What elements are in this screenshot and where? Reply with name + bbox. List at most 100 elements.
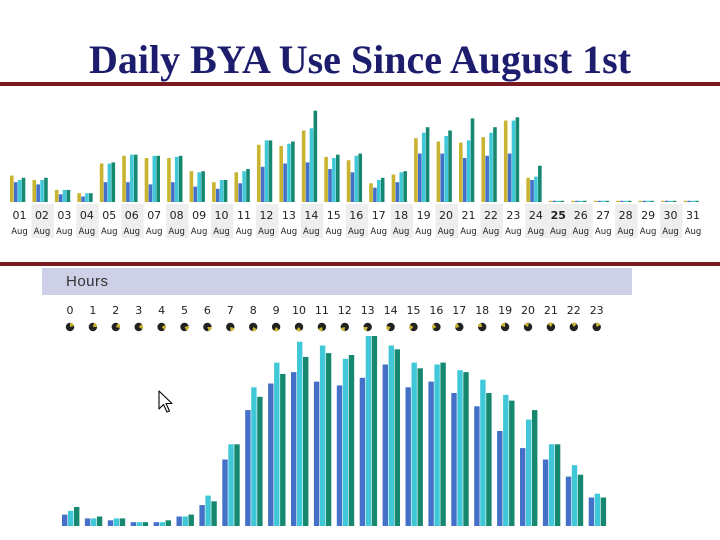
month-tick-label: Aug [213, 227, 230, 237]
clock-icon [432, 322, 441, 332]
daily-bar [32, 180, 37, 202]
clock-icon [523, 322, 533, 332]
daily-bar [642, 200, 647, 202]
daily-bar [579, 200, 583, 202]
daily-bar [605, 200, 609, 202]
hourly-bar [451, 393, 457, 526]
daily-bar [54, 189, 59, 202]
daily-bar [436, 141, 441, 202]
daily-bar [174, 156, 179, 202]
daily-bar [291, 141, 295, 202]
hourly-bar [474, 406, 480, 526]
hourly-bar [348, 355, 355, 526]
hourly-bar [274, 362, 280, 526]
daily-bar [530, 180, 534, 202]
daily-bar [661, 200, 665, 202]
clock-icon [546, 322, 556, 332]
clock-icon [294, 322, 304, 332]
day-tick-label: 18 [394, 209, 408, 222]
month-tick-label: Aug [370, 227, 387, 237]
hourly-bar [165, 520, 171, 526]
hourly-bar [68, 510, 74, 526]
month-tick-label: Aug [415, 227, 432, 237]
hourly-bar [520, 448, 526, 526]
hourly-bar [382, 364, 388, 526]
daily-bar [683, 200, 688, 202]
daily-bar [511, 120, 516, 202]
hourly-bar [497, 431, 503, 526]
hour-tick-label: 14 [384, 304, 398, 317]
hourly-bar [176, 516, 182, 526]
month-tick-label: Aug [438, 227, 455, 237]
month-tick-label: Aug [685, 227, 702, 237]
hourly-bar [96, 516, 103, 526]
hourly-bar [565, 476, 572, 526]
hour-tick-label: 22 [567, 304, 581, 317]
daily-bar [466, 140, 471, 202]
day-tick-label: 25 [551, 209, 566, 222]
month-tick-label: Aug [11, 227, 28, 237]
month-tick-label: Aug [56, 227, 73, 237]
daily-bar [193, 186, 198, 202]
month-tick-label: Aug [617, 227, 634, 237]
daily-bar [133, 154, 138, 202]
clock-icon [500, 322, 510, 332]
daily-bar [507, 153, 512, 202]
clock-icon [363, 322, 372, 332]
daily-bar [171, 182, 175, 202]
hour-tick-label: 15 [407, 304, 421, 317]
hourly-bar [159, 522, 165, 526]
daily-bar [85, 193, 89, 202]
hourly-bar [388, 345, 394, 526]
hourly-bar [62, 514, 68, 526]
daily-bar [627, 200, 632, 202]
daily-bar [44, 177, 48, 202]
hourly-bar [428, 381, 434, 526]
daily-bar [13, 182, 18, 202]
daily-bar [601, 200, 606, 202]
daily-bar [246, 169, 250, 202]
hour-tick-label: 12 [338, 304, 352, 317]
day-tick-label: 23 [506, 209, 520, 222]
day-tick-label: 10 [215, 209, 229, 222]
day-cell-bg [570, 204, 593, 238]
clock-icon [157, 322, 166, 332]
hourly-bar [142, 522, 149, 526]
day-cell-bg [480, 204, 503, 238]
hourly-usage-chart: 0 1 2 3 4 5 6 7 8 9 10 11 12 13 14 15 16 17 18 19 20 21 22 23 [62, 304, 607, 526]
daily-bar [144, 158, 149, 202]
daily-bar [111, 162, 116, 202]
day-cell-bg [525, 204, 548, 238]
daily-bar [301, 130, 306, 202]
hour-tick-label: 23 [590, 304, 604, 317]
clock-icon [569, 322, 578, 332]
hour-tick-label: 17 [452, 304, 466, 317]
day-tick-label: 09 [192, 209, 206, 222]
hourly-bar [434, 364, 440, 526]
month-tick-label: Aug [662, 227, 679, 237]
daily-bar [264, 140, 269, 202]
daily-bar [103, 182, 108, 202]
hourly-bar [588, 497, 595, 526]
day-tick-label: 20 [439, 209, 453, 222]
month-tick-label: Aug [393, 227, 410, 237]
daily-bar [287, 143, 291, 202]
hourly-bar [548, 444, 555, 526]
month-tick-label: Aug [483, 227, 500, 237]
month-tick-label: Aug [79, 227, 96, 237]
month-tick-label: Aug [348, 227, 365, 237]
month-tick-label: Aug [303, 227, 320, 237]
hour-tick-label: 9 [273, 304, 280, 317]
daily-bar [197, 172, 201, 202]
daily-bar [444, 136, 448, 202]
day-tick-label: 31 [686, 209, 700, 222]
daily-bar [672, 200, 677, 202]
hour-tick-label: 7 [227, 304, 234, 317]
clock-icon [409, 322, 418, 332]
daily-bar [212, 182, 216, 202]
daily-bar [346, 160, 351, 202]
daily-bar [414, 138, 418, 202]
clock-icon [271, 322, 281, 332]
hourly-bar [336, 385, 343, 526]
hour-tick-label: 3 [135, 304, 142, 317]
